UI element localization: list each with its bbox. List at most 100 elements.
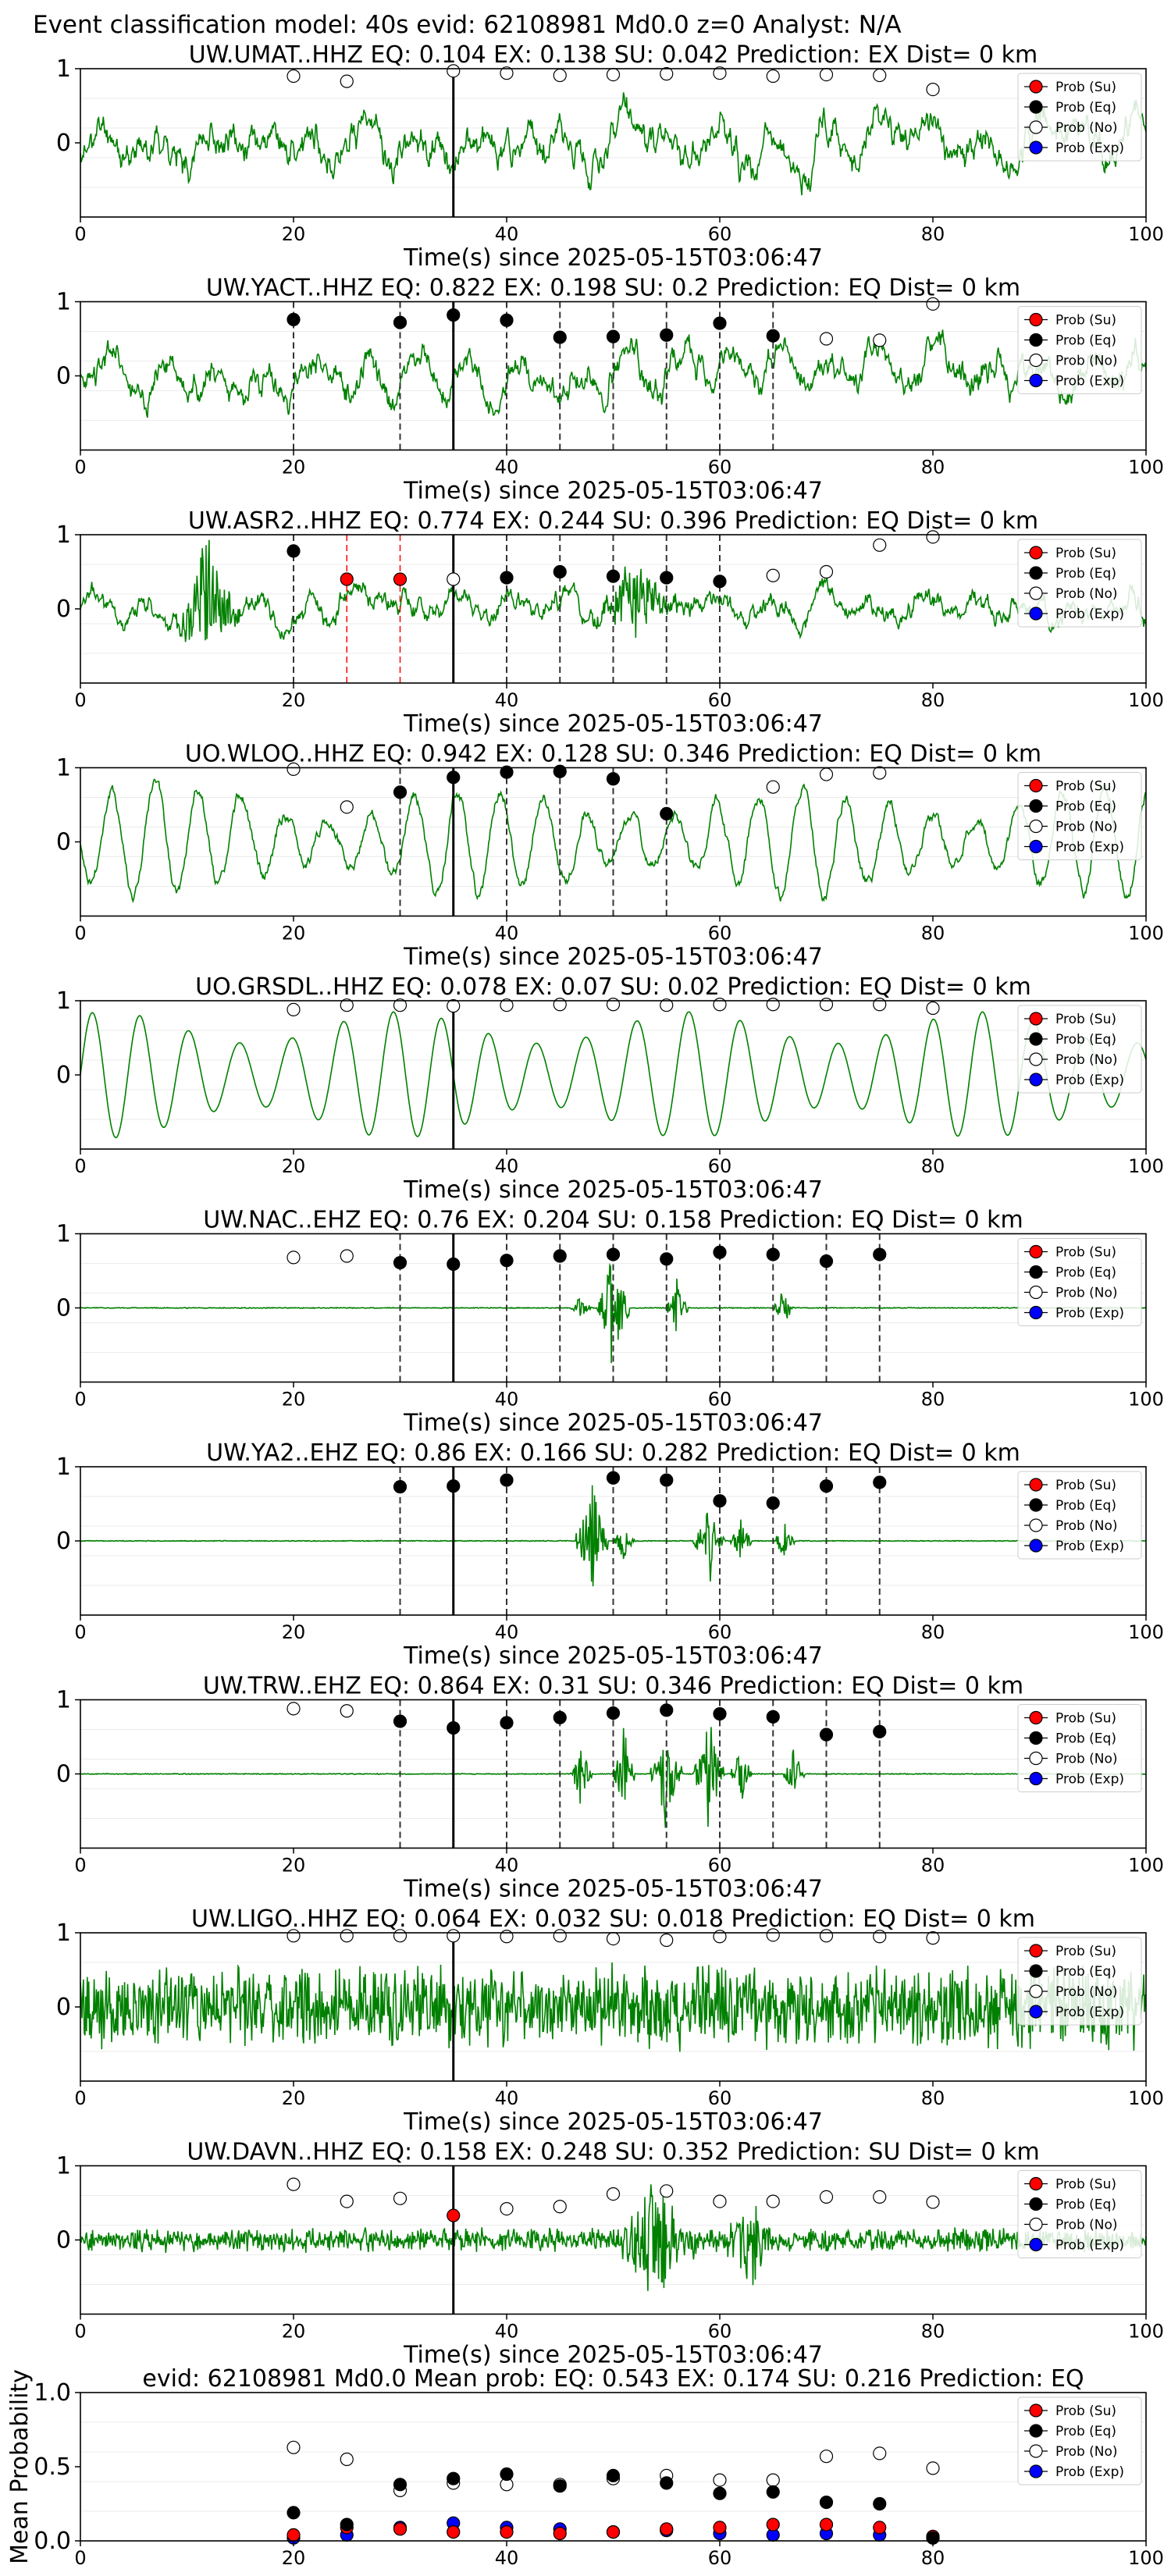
point-eq: [713, 2486, 727, 2500]
point-su: [553, 2526, 567, 2541]
legend-box: [1017, 73, 1142, 162]
y-tick-label: 1: [56, 521, 71, 549]
x-tick-label: 60: [708, 223, 732, 245]
x-tick-label: 0: [74, 689, 86, 711]
legend-marker: [1029, 141, 1043, 155]
y-tick-label: 1: [56, 1453, 71, 1481]
point-eq: [500, 1716, 514, 1730]
panel-title: UW.UMAT..HHZ EQ: 0.104 EX: 0.138 SU: 0.0…: [189, 41, 1038, 69]
point-no: [873, 68, 887, 83]
x-tick-label: 20: [282, 1621, 306, 1643]
x-tick-label: 60: [708, 2547, 732, 2569]
panel-2: UW.YACT..HHZ EQ: 0.822 EX: 0.198 SU: 0.2…: [56, 275, 1164, 505]
point-no: [393, 2191, 408, 2205]
legend-marker: [1029, 839, 1043, 854]
legend-label: Prob (Su): [1055, 1012, 1116, 1027]
point-eq: [606, 772, 621, 786]
legend-box: [1017, 1937, 1142, 2026]
waveform-trace: [80, 778, 1147, 904]
legend-label: Prob (Exp): [1055, 1539, 1124, 1554]
point-eq: [660, 806, 674, 821]
y-tick-label: 1: [56, 2153, 71, 2180]
legend-marker: [1029, 312, 1043, 327]
point-eq: [393, 2478, 408, 2492]
panel-title: UW.DAVN..HHZ EQ: 0.158 EX: 0.248 SU: 0.3…: [187, 2139, 1039, 2166]
x-tick-label: 0: [74, 223, 86, 245]
point-eq: [819, 1727, 834, 1742]
legend-label: Prob (Exp): [1055, 840, 1124, 856]
panel-1: UW.UMAT..HHZ EQ: 0.104 EX: 0.138 SU: 0.0…: [56, 41, 1164, 272]
point-eq: [447, 308, 461, 322]
point-no: [713, 2194, 727, 2208]
point-eq: [340, 2517, 354, 2532]
legend-label: Prob (No): [1055, 2218, 1118, 2233]
point-no: [606, 67, 621, 82]
point-su: [873, 2521, 887, 2535]
legend-label: Prob (Exp): [1055, 141, 1124, 156]
x-tick-label: 20: [282, 689, 306, 711]
legend-label: Prob (Exp): [1055, 607, 1124, 622]
legend-box: [1017, 2170, 1142, 2258]
legend-marker: [1029, 1984, 1043, 1998]
point-no: [287, 69, 301, 84]
legend-label: Prob (Su): [1055, 2177, 1116, 2193]
x-tick-label: 20: [282, 223, 306, 245]
point-eq: [393, 315, 408, 329]
x-tick-label: 80: [921, 2321, 945, 2343]
y-tick-label: 0: [56, 1761, 71, 1788]
x-tick-label: 60: [708, 2321, 732, 2343]
point-eq: [447, 2471, 461, 2485]
legend: Prob (Su) Prob (Eq) Prob (No) Prob (Exp): [1017, 73, 1142, 162]
x-tick-label: 100: [1128, 1389, 1164, 1411]
legend-label: Prob (Exp): [1055, 1306, 1124, 1322]
legend-box: [1017, 1238, 1142, 1326]
legend-label: Prob (No): [1055, 354, 1118, 369]
point-no: [766, 780, 780, 794]
legend-marker: [1029, 1012, 1043, 1026]
waveform-trace: [80, 1011, 1147, 1139]
x-tick-label: 80: [921, 457, 945, 479]
point-no: [606, 2187, 621, 2201]
point-eq: [447, 1721, 461, 1735]
point-no: [393, 998, 408, 1012]
x-tick-label: 80: [921, 1621, 945, 1643]
legend-marker: [1029, 1032, 1043, 1046]
x-tick-label: 80: [921, 2087, 945, 2109]
legend-marker: [1029, 1771, 1043, 1786]
point-no: [819, 767, 834, 781]
legend-label: Prob (Su): [1055, 1711, 1116, 1727]
y-tick-label: 1: [56, 755, 71, 782]
y-tick-label: 0: [56, 1295, 71, 1322]
x-tick-label: 100: [1128, 2321, 1164, 2343]
point-eq: [660, 571, 674, 585]
point-no: [819, 564, 834, 579]
point-no: [926, 530, 940, 544]
x-tick-label: 100: [1128, 1155, 1164, 1177]
point-no: [873, 766, 887, 780]
point-eq: [606, 1471, 621, 1485]
x-axis-label: Time(s) since 2025-05-15T03:06:47: [403, 478, 823, 505]
point-su: [660, 2522, 674, 2536]
legend: Prob (Su) Prob (Eq) Prob (No) Prob (Exp): [1017, 1471, 1142, 1560]
figure-suptitle: Event classification model: 40s evid: 62…: [33, 11, 902, 39]
x-tick-label: 60: [708, 2087, 732, 2109]
x-tick-label: 60: [708, 689, 732, 711]
point-eq: [393, 1480, 408, 1494]
legend-marker: [1029, 353, 1043, 368]
panel-10: UW.DAVN..HHZ EQ: 0.158 EX: 0.248 SU: 0.3…: [56, 2139, 1164, 2369]
legend: Prob (Su) Prob (Eq) Prob (No) Prob (Exp): [1017, 1704, 1142, 1792]
legend-label: Prob (Eq): [1055, 1964, 1116, 1980]
point-eq: [766, 1710, 780, 1724]
legend-marker: [1029, 80, 1043, 94]
point-no: [340, 1704, 354, 1718]
x-tick-label: 80: [921, 223, 945, 245]
point-eq: [766, 1496, 780, 1510]
waveform-trace: [80, 2184, 1147, 2291]
legend-box: [1017, 539, 1142, 628]
panel-title: UW.ASR2..HHZ EQ: 0.774 EX: 0.244 SU: 0.3…: [188, 507, 1038, 535]
panel-title: UW.NAC..EHZ EQ: 0.76 EX: 0.204 SU: 0.158…: [203, 1207, 1023, 1234]
panel-6: UW.NAC..EHZ EQ: 0.76 EX: 0.204 SU: 0.158…: [56, 1207, 1164, 1437]
point-no: [500, 998, 514, 1012]
point-eq: [447, 1479, 461, 1493]
point-no: [819, 332, 834, 346]
